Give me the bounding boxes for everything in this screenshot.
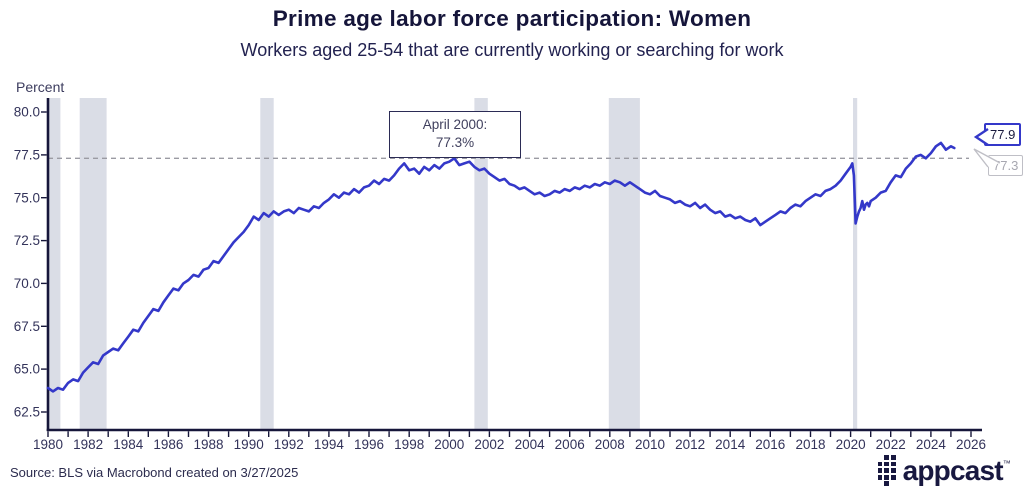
x-tick-label: 1986: [153, 437, 183, 452]
y-axis-unit-label: Percent: [16, 79, 65, 95]
page-subtitle: Workers aged 25-54 that are currently wo…: [240, 40, 784, 60]
x-tick-label: 2020: [836, 437, 866, 452]
x-tick-label: 2026: [956, 437, 986, 452]
recession-bands: [49, 98, 858, 429]
recession-band: [49, 98, 61, 429]
x-tick-label: 2000: [434, 437, 464, 452]
callout-left-arrow-icon: [973, 128, 989, 146]
x-tick-label: 1994: [314, 437, 345, 452]
annotation-april-2000: April 2000: 77.3%: [389, 111, 521, 158]
appcast-grid-icon: [877, 455, 896, 487]
x-tick-label: 2018: [795, 437, 825, 452]
x-tick-label: 2002: [474, 437, 504, 452]
latest-value-label: 77.9: [990, 127, 1016, 142]
reference-value-label: 77.3: [993, 158, 1019, 173]
x-tick-label: 1996: [354, 437, 384, 452]
axis-tick-labels: 1980 1982 1984 1986 1988 1990 1992 1994 1996 1998…: [14, 105, 986, 452]
series-line: [46, 141, 956, 393]
reference-value-callout: 77.3: [973, 148, 1024, 176]
x-tick-label: 2012: [675, 437, 705, 452]
appcast-logo: appcast™: [877, 454, 1011, 487]
trademark-symbol: ™: [1002, 458, 1011, 468]
x-tick-label: 1998: [394, 437, 424, 452]
x-tick-label: 1982: [73, 437, 103, 452]
axis-ticks: [41, 111, 972, 437]
x-tick-label: 1990: [234, 437, 264, 452]
annotation-line1: April 2000:: [422, 117, 488, 132]
latest-value-callout: 77.9: [973, 123, 1022, 146]
x-tick-label: 2022: [876, 437, 906, 452]
x-tick-label: 2004: [515, 437, 546, 452]
annotation-line2: 77.3%: [435, 134, 475, 150]
callout-upleft-arrow-icon: [973, 148, 1001, 168]
x-tick-label: 2016: [755, 437, 785, 452]
x-tick-label: 2014: [715, 437, 746, 452]
recession-band: [474, 98, 488, 429]
y-tick-label: 67.5: [14, 319, 40, 334]
x-tick-label: 1988: [193, 437, 223, 452]
x-tick-label: 2006: [555, 437, 585, 452]
y-tick-label: 80.0: [14, 105, 40, 120]
source-note: Source: BLS via Macrobond created on 3/2…: [10, 465, 299, 480]
page-title: Prime age labor force participation: Wom…: [272, 6, 752, 31]
y-tick-label: 77.5: [14, 148, 40, 163]
recession-band: [608, 98, 640, 429]
y-tick-label: 75.0: [14, 190, 40, 205]
recession-band: [853, 98, 858, 429]
axis-lines: [46, 98, 982, 432]
y-tick-label: 70.0: [14, 276, 40, 291]
x-tick-label: 2010: [635, 437, 665, 452]
y-tick-label: 62.5: [14, 405, 40, 420]
x-tick-label: 1984: [113, 437, 144, 452]
recession-band: [79, 98, 107, 429]
x-tick-label: 1980: [33, 437, 63, 452]
x-tick-label: 2008: [595, 437, 625, 452]
x-tick-label: 1992: [274, 437, 304, 452]
participation-rate-line: [46, 141, 956, 393]
y-tick-label: 72.5: [14, 233, 40, 248]
recession-band: [260, 98, 274, 429]
x-tick-label: 2024: [916, 437, 947, 452]
y-tick-label: 65.0: [14, 362, 40, 377]
appcast-logo-text: appcast™: [902, 454, 1011, 486]
